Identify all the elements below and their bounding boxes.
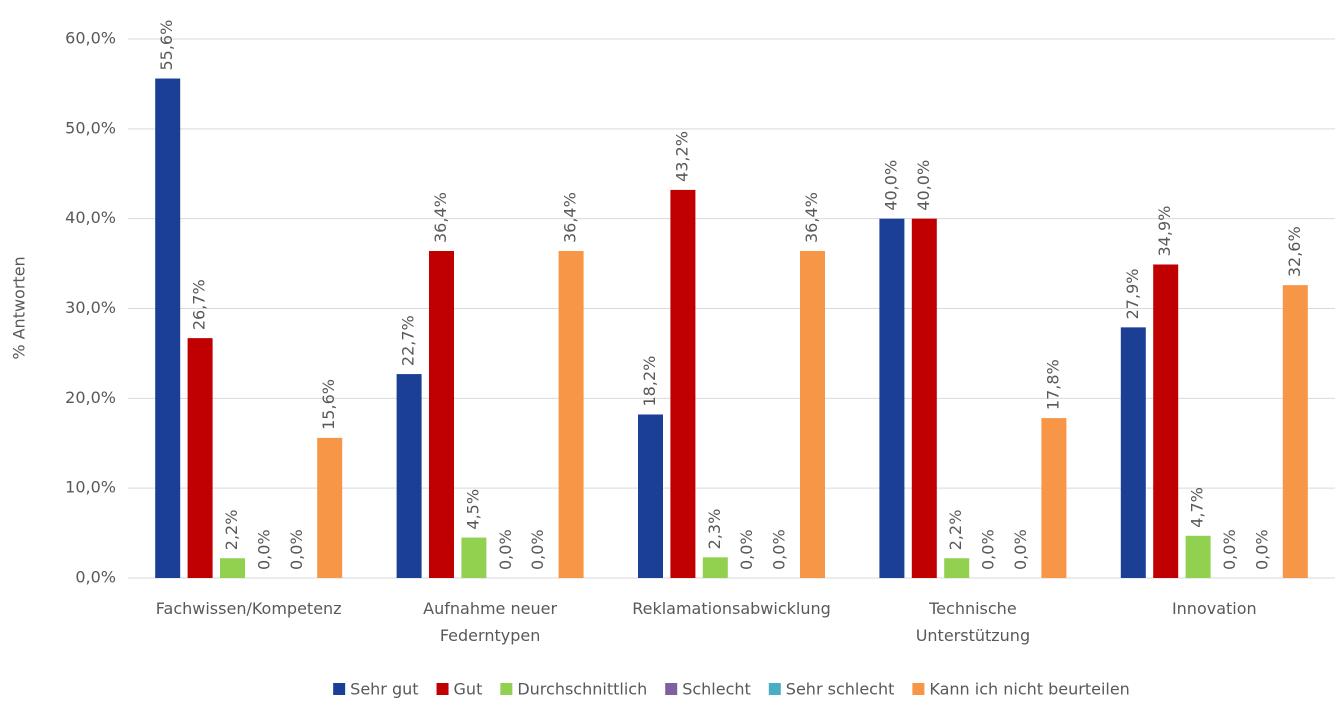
- legend-swatch: [768, 683, 781, 695]
- data-label: 40,0%: [914, 160, 933, 211]
- data-label: 2,2%: [222, 510, 241, 551]
- legend-label: Sehr schlecht: [786, 680, 895, 699]
- bar: [670, 189, 696, 579]
- data-label: 0,0%: [1252, 529, 1271, 570]
- bar: [461, 537, 487, 578]
- data-label: 27,9%: [1123, 269, 1142, 320]
- data-label: 36,4%: [561, 192, 580, 243]
- x-tick-label: Innovation: [1172, 599, 1257, 618]
- data-label: 43,2%: [672, 131, 691, 182]
- legend-label: Gut: [454, 680, 483, 699]
- bar: [911, 218, 937, 578]
- x-tick-label: Technische Unterstützung: [916, 599, 1030, 645]
- x-tick-label: Reklamationsabwicklung: [632, 599, 831, 618]
- data-label: 40,0%: [881, 160, 900, 211]
- bar: [1282, 285, 1308, 578]
- legend-swatch: [665, 683, 678, 695]
- bar: [879, 218, 905, 578]
- data-label: 32,6%: [1285, 226, 1304, 277]
- bar: [702, 557, 728, 578]
- y-axis-title: % Antworten: [10, 256, 29, 359]
- data-label: 34,9%: [1155, 206, 1174, 257]
- data-label: 0,0%: [287, 529, 306, 570]
- legend-swatch: [333, 683, 346, 695]
- bar: [317, 437, 343, 578]
- bar: [1120, 327, 1146, 578]
- data-label: 0,0%: [1220, 529, 1239, 570]
- bar: [1153, 264, 1179, 578]
- data-label: 15,6%: [319, 379, 338, 430]
- bar: [1185, 535, 1211, 578]
- legend-swatch: [436, 683, 449, 695]
- bar: [1041, 418, 1067, 578]
- bar: [187, 338, 213, 578]
- bar: [396, 374, 422, 578]
- bar: [800, 251, 825, 579]
- data-label: 0,0%: [737, 529, 756, 570]
- legend-label: Kann ich nicht beurteilen: [929, 680, 1129, 699]
- y-tick-label: 60,0%: [65, 29, 116, 48]
- data-label: 55,6%: [157, 20, 176, 71]
- legend-swatch: [912, 683, 925, 695]
- data-label: 0,0%: [979, 529, 998, 570]
- y-tick-label: 30,0%: [65, 298, 116, 317]
- data-label: 0,0%: [528, 529, 547, 570]
- y-tick-label: 20,0%: [65, 388, 116, 407]
- x-tick-label: Fachwissen/Kompetenz: [156, 599, 342, 618]
- bar: [429, 251, 454, 579]
- bar: [944, 558, 970, 578]
- x-tick-label: Aufnahme neuer Federntypen: [423, 599, 557, 645]
- data-label: 2,3%: [705, 509, 724, 550]
- legend-label: Schlecht: [682, 680, 751, 699]
- y-tick-label: 10,0%: [65, 478, 116, 497]
- y-tick-label: 40,0%: [65, 208, 116, 227]
- legend-label: Durchschnittlich: [517, 680, 647, 699]
- data-label: 0,0%: [254, 529, 273, 570]
- data-label: 22,7%: [399, 315, 418, 366]
- data-label: 2,2%: [946, 510, 965, 551]
- legend-swatch: [500, 683, 513, 695]
- data-label: 4,7%: [1188, 487, 1207, 528]
- data-label: 18,2%: [640, 356, 659, 407]
- data-label: 0,0%: [770, 529, 789, 570]
- y-tick-label: 0,0%: [75, 568, 116, 587]
- y-tick-label: 50,0%: [65, 118, 116, 137]
- data-label: 36,4%: [431, 192, 450, 243]
- data-label: 0,0%: [496, 529, 515, 570]
- legend-label: Sehr gut: [350, 680, 418, 699]
- bar: [638, 414, 663, 578]
- bar: [155, 78, 181, 578]
- data-label: 36,4%: [802, 192, 821, 243]
- data-label: 0,0%: [1011, 529, 1030, 570]
- data-label: 26,7%: [190, 279, 209, 330]
- bar: [558, 251, 584, 579]
- data-label: 4,5%: [463, 489, 482, 530]
- data-label: 17,8%: [1043, 359, 1062, 410]
- bar: [220, 558, 245, 578]
